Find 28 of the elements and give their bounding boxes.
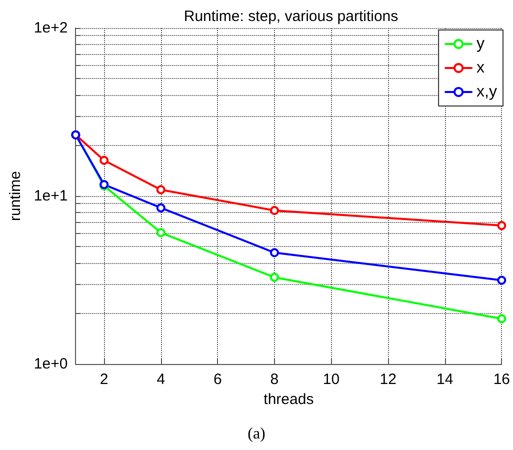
chart-title: Runtime: step, various partitions [184,8,398,25]
text: (a) [248,426,266,442]
y-axis-title: runtime [7,170,24,222]
point [497,314,506,324]
x-axis-title: threads [264,391,314,408]
point [497,276,506,285]
x-tick-label: 8 [270,371,279,388]
point [156,203,166,212]
y-tick-label: 1e+2 [34,20,68,36]
x-tick-label: 6 [214,371,222,388]
x-tick-label: 2 [100,371,108,388]
point [270,272,279,282]
x-tick-label: 4 [156,371,166,388]
point [497,221,506,230]
legend-label: x,y [476,84,498,100]
x-tick-label: 14 [436,371,454,388]
point [100,156,109,165]
point [156,185,166,194]
y-tick-label: 1e+0 [34,356,68,372]
y-tick-label: 1e+1 [34,188,68,204]
point [270,206,279,215]
x-tick-label: 12 [380,371,396,388]
legend-label: x [476,60,485,76]
x-tick-label: 10 [322,371,340,388]
legend-label: y [476,36,485,52]
point [156,228,166,238]
x-tick-label: 16 [493,371,510,388]
point [270,248,279,258]
